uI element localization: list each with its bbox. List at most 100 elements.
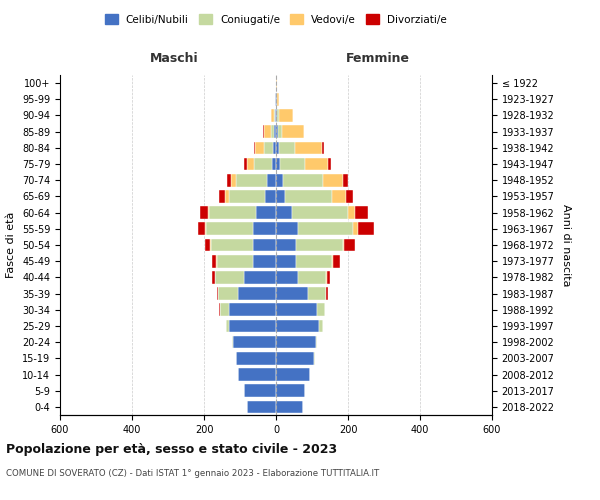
Text: Femmine: Femmine	[346, 52, 410, 65]
Bar	[276, 271, 298, 283]
Bar	[355, 206, 368, 219]
Bar	[295, 142, 322, 154]
Bar	[236, 174, 267, 186]
Bar	[275, 109, 276, 122]
Bar	[271, 126, 274, 138]
Bar	[244, 158, 247, 170]
Bar	[282, 126, 304, 138]
Bar	[279, 109, 293, 122]
Bar	[233, 336, 276, 348]
Bar	[205, 222, 206, 235]
Bar	[317, 304, 325, 316]
Bar	[253, 222, 276, 235]
Bar	[276, 384, 305, 397]
Y-axis label: Fasce di età: Fasce di età	[7, 212, 16, 278]
Bar	[305, 158, 328, 170]
Bar	[276, 304, 317, 316]
Bar	[358, 222, 374, 235]
Bar	[276, 336, 316, 348]
Bar	[276, 190, 285, 202]
Bar	[276, 238, 296, 252]
Bar	[326, 288, 328, 300]
Bar	[276, 352, 314, 364]
Bar	[229, 304, 276, 316]
Bar	[276, 400, 303, 413]
Bar	[276, 109, 277, 122]
Bar	[322, 142, 324, 154]
Legend: Celibi/Nubili, Coniugati/e, Vedovi/e, Divorziati/e: Celibi/Nubili, Coniugati/e, Vedovi/e, Di…	[101, 10, 451, 29]
Bar	[263, 126, 264, 138]
Bar	[346, 190, 353, 202]
Bar	[274, 109, 275, 122]
Bar	[276, 174, 283, 186]
Bar	[333, 255, 340, 268]
Bar	[343, 238, 344, 252]
Bar	[226, 320, 229, 332]
Bar	[298, 222, 353, 235]
Bar	[296, 255, 332, 268]
Bar	[276, 368, 310, 381]
Bar	[267, 174, 276, 186]
Bar	[220, 190, 225, 202]
Bar	[265, 190, 276, 202]
Bar	[254, 142, 255, 154]
Bar	[218, 288, 238, 300]
Bar	[319, 320, 323, 332]
Text: COMUNE DI SOVERATO (CZ) - Dati ISTAT 1° gennaio 2023 - Elaborazione TUTTITALIA.I: COMUNE DI SOVERATO (CZ) - Dati ISTAT 1° …	[6, 469, 379, 478]
Bar	[244, 384, 276, 397]
Bar	[225, 190, 229, 202]
Bar	[343, 174, 348, 186]
Bar	[276, 206, 292, 219]
Text: Popolazione per età, sesso e stato civile - 2023: Popolazione per età, sesso e stato civil…	[6, 442, 337, 456]
Bar	[283, 174, 323, 186]
Bar	[247, 158, 254, 170]
Bar	[274, 126, 276, 138]
Bar	[231, 174, 236, 186]
Bar	[209, 206, 256, 219]
Bar	[217, 288, 218, 300]
Bar	[217, 255, 253, 268]
Text: Maschi: Maschi	[149, 52, 199, 65]
Bar	[344, 238, 355, 252]
Bar	[227, 174, 231, 186]
Bar	[253, 238, 276, 252]
Bar	[276, 126, 278, 138]
Bar	[323, 174, 343, 186]
Bar	[229, 320, 276, 332]
Bar	[332, 255, 333, 268]
Bar	[348, 206, 355, 219]
Bar	[255, 142, 264, 154]
Bar	[353, 222, 358, 235]
Bar	[254, 158, 272, 170]
Bar	[298, 271, 326, 283]
Bar	[211, 238, 253, 252]
Bar	[212, 271, 215, 283]
Bar	[285, 190, 332, 202]
Bar	[216, 255, 217, 268]
Bar	[276, 158, 280, 170]
Bar	[208, 206, 209, 219]
Bar	[215, 271, 244, 283]
Bar	[264, 126, 271, 138]
Bar	[247, 400, 276, 413]
Bar	[277, 109, 279, 122]
Bar	[236, 352, 276, 364]
Bar	[276, 142, 279, 154]
Bar	[280, 158, 305, 170]
Bar	[220, 304, 229, 316]
Bar	[244, 271, 276, 283]
Bar	[205, 238, 211, 252]
Bar	[264, 142, 273, 154]
Bar	[332, 190, 346, 202]
Bar	[276, 93, 277, 106]
Bar	[308, 288, 326, 300]
Bar	[232, 336, 233, 348]
Bar	[326, 271, 327, 283]
Bar	[198, 222, 205, 235]
Y-axis label: Anni di nascita: Anni di nascita	[562, 204, 571, 286]
Bar	[279, 142, 295, 154]
Bar	[327, 271, 330, 283]
Bar	[277, 93, 278, 106]
Bar	[275, 93, 276, 106]
Bar	[200, 206, 208, 219]
